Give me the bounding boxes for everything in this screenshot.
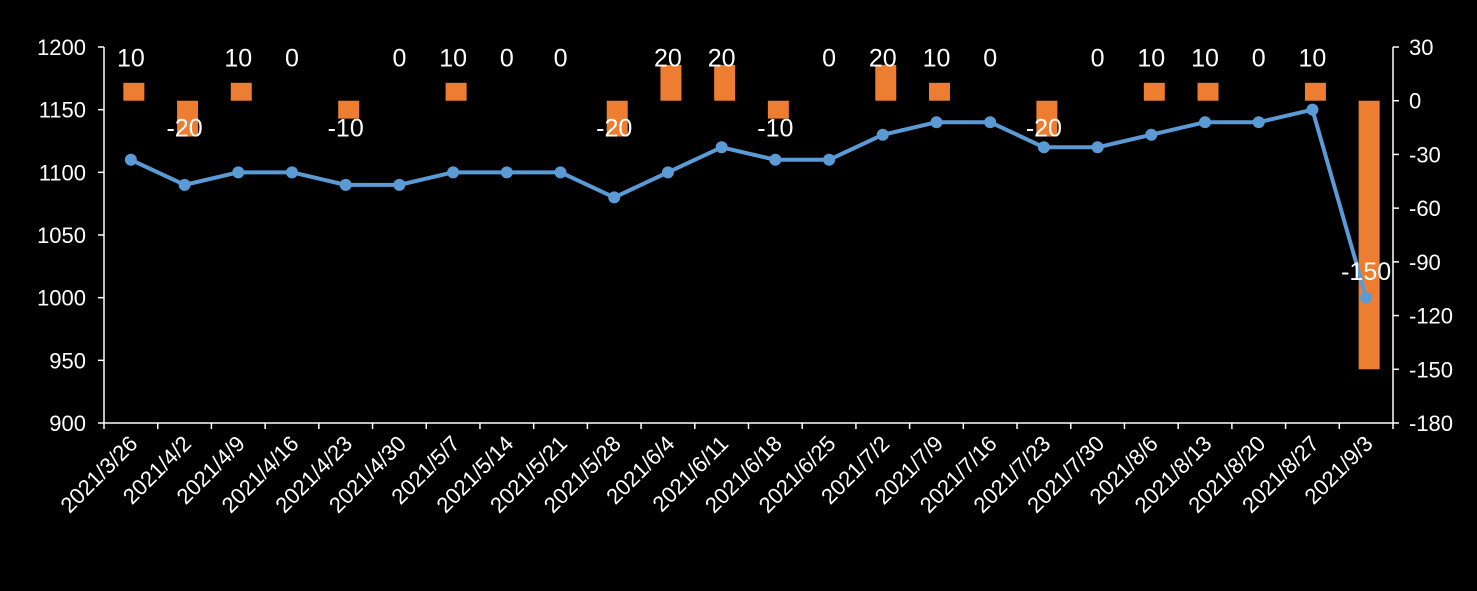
bar-change bbox=[1197, 82, 1219, 101]
price-point bbox=[1199, 116, 1212, 129]
bar-change bbox=[230, 82, 252, 101]
price-point bbox=[1252, 116, 1265, 129]
bar-data-label: 20 bbox=[654, 45, 682, 73]
bar-data-label: 0 bbox=[392, 45, 406, 73]
bar-change bbox=[338, 100, 360, 119]
bar-data-label: 0 bbox=[285, 45, 299, 73]
price-point bbox=[1360, 291, 1373, 304]
right-tick-label: -150 bbox=[1409, 357, 1453, 382]
bar-data-label: 10 bbox=[117, 45, 145, 73]
bar-data-label: 10 bbox=[439, 45, 467, 73]
bar-change bbox=[1304, 82, 1326, 101]
line-series-price bbox=[124, 103, 1373, 304]
bar-data-label: 10 bbox=[1299, 45, 1327, 73]
price-point bbox=[715, 141, 728, 154]
bar-change bbox=[1358, 100, 1380, 370]
bar-data-label: -10 bbox=[328, 115, 364, 143]
bar-data-label: -150 bbox=[1341, 258, 1391, 286]
bar-data-label: -10 bbox=[757, 115, 793, 143]
left-tick-label: 1050 bbox=[37, 223, 86, 248]
bar-change bbox=[660, 64, 682, 101]
price-point bbox=[1091, 141, 1104, 154]
bar-data-label: -20 bbox=[166, 115, 202, 143]
bar-data-label: 0 bbox=[1091, 45, 1105, 73]
right-tick-label: -60 bbox=[1409, 196, 1441, 221]
bar-change bbox=[177, 100, 199, 137]
left-tick-label: 900 bbox=[49, 411, 86, 436]
right-tick-label: -120 bbox=[1409, 304, 1453, 329]
bar-series-change bbox=[123, 64, 1380, 370]
bar-data-label: 0 bbox=[554, 45, 568, 73]
right-tick-label: 30 bbox=[1409, 35, 1433, 60]
bar-data-label: 10 bbox=[224, 45, 252, 73]
price-point bbox=[393, 178, 406, 191]
price-point bbox=[930, 116, 943, 129]
bar-change bbox=[928, 82, 950, 101]
bar-data-label: 10 bbox=[1137, 45, 1165, 73]
price-point bbox=[1145, 128, 1158, 141]
left-tick-label: 1200 bbox=[37, 35, 86, 60]
price-point bbox=[339, 178, 352, 191]
bar-change bbox=[767, 100, 789, 119]
price-point bbox=[769, 153, 782, 166]
left-tick-label: 1100 bbox=[39, 160, 86, 185]
price-point bbox=[608, 191, 621, 204]
x-tick-label: 2021/3/26 bbox=[56, 431, 143, 518]
price-point bbox=[447, 166, 460, 179]
right-tick-label: -90 bbox=[1409, 250, 1441, 275]
bar-change bbox=[123, 82, 145, 101]
price-point bbox=[1306, 103, 1319, 116]
price-point bbox=[661, 166, 674, 179]
bar-change bbox=[1143, 82, 1165, 101]
bar-data-label: 20 bbox=[708, 45, 736, 73]
price-point bbox=[1037, 141, 1050, 154]
bar-change bbox=[1036, 100, 1058, 137]
price-point bbox=[984, 116, 997, 129]
price-point bbox=[500, 166, 513, 179]
right-tick-label: 0 bbox=[1409, 89, 1421, 114]
price-point bbox=[554, 166, 567, 179]
bar-data-label: 0 bbox=[983, 45, 997, 73]
right-tick-label: -180 bbox=[1409, 411, 1453, 436]
price-point bbox=[124, 153, 137, 166]
left-tick-label: 1000 bbox=[37, 286, 86, 311]
price-point bbox=[285, 166, 298, 179]
axes: 90095010001050110011501200-180-150-120-9… bbox=[37, 35, 1453, 518]
bar-data-label: -20 bbox=[596, 115, 632, 143]
bar-data-label: 10 bbox=[1191, 45, 1219, 73]
bar-data-label: 20 bbox=[869, 45, 897, 73]
bar-change bbox=[445, 82, 467, 101]
price-point bbox=[823, 153, 836, 166]
left-tick-label: 1150 bbox=[39, 98, 86, 123]
price-point bbox=[232, 166, 245, 179]
left-tick-label: 950 bbox=[49, 348, 86, 373]
bar-data-label: 10 bbox=[923, 45, 951, 73]
bar-change bbox=[606, 100, 628, 137]
bar-data-label: 0 bbox=[822, 45, 836, 73]
data-labels: 10 -20 10 0 -10 0 10 0 0 -20 20 20 -10 0 20 10 0 -20 0 10 10… bbox=[117, 45, 1391, 286]
price-line bbox=[128, 107, 1369, 300]
bar-data-label: -20 bbox=[1026, 115, 1062, 143]
bar-data-label: 0 bbox=[1252, 45, 1266, 73]
price-point bbox=[876, 128, 889, 141]
bar-data-label: 0 bbox=[500, 45, 514, 73]
price-point bbox=[178, 178, 191, 191]
bar-change bbox=[875, 64, 897, 101]
bar-change bbox=[714, 64, 736, 101]
right-tick-label: -30 bbox=[1409, 142, 1441, 167]
